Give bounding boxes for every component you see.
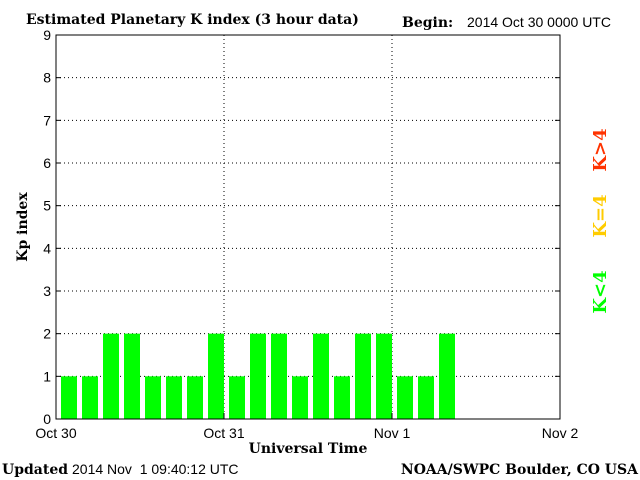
kp-bar [334, 376, 350, 419]
legend-equal-4: K=4 [590, 194, 611, 237]
x-axis-label: Universal Time [249, 441, 368, 457]
x-axis: Oct 30 Oct 31 Nov 1 Nov 2 [35, 413, 578, 441]
begin-label: Begin: [402, 15, 453, 31]
kp-bar [229, 376, 245, 419]
kp-bar [61, 376, 77, 419]
bar-series [61, 333, 455, 419]
y-tick-label: 8 [43, 70, 51, 86]
kp-bar [418, 376, 434, 419]
y-tick-label: 5 [43, 198, 51, 214]
x-tick-label: Oct 30 [35, 425, 76, 441]
kp-bar [103, 333, 119, 419]
kp-bar [292, 376, 308, 419]
kp-bar [208, 333, 224, 419]
kp-bar [313, 333, 329, 419]
y-axis-label: Kp index [15, 192, 31, 262]
y-tick-label: 2 [43, 326, 51, 342]
chart-title: Estimated Planetary K index (3 hour data… [26, 12, 359, 28]
x-tick-label: Oct 31 [203, 425, 244, 441]
y-axis: 0 1 2 3 4 5 6 7 8 9 [43, 27, 560, 427]
kp-bar [187, 376, 203, 419]
y-tick-label: 6 [43, 155, 51, 171]
updated-label: Updated [2, 462, 68, 478]
kp-bar [250, 333, 266, 419]
kp-bar [166, 376, 182, 419]
y-tick-label: 9 [43, 27, 51, 43]
legend-above-4: K>4 [590, 128, 611, 171]
x-tick-label: Nov 1 [374, 425, 411, 441]
y-tick-label: 1 [43, 368, 51, 384]
plot-frame [55, 34, 561, 420]
kp-bar [124, 333, 140, 419]
legend-below-4: K<4 [590, 270, 611, 313]
kp-bar [82, 376, 98, 419]
kp-bar [397, 376, 413, 419]
y-tick-label: 4 [43, 240, 51, 256]
y-tick-label: 0 [43, 411, 51, 427]
credit-text: NOAA/SWPC Boulder, CO USA [401, 462, 639, 478]
kp-bar [439, 333, 455, 419]
kp-bar [145, 376, 161, 419]
kp-bar [355, 333, 371, 419]
begin-value: 2014 Oct 30 0000 UTC [467, 14, 611, 30]
kp-bar [271, 333, 287, 419]
y-tick-label: 3 [43, 283, 51, 299]
x-tick-label: Nov 2 [542, 425, 579, 441]
y-tick-label: 7 [43, 112, 51, 128]
updated-value: 2014 Nov 1 09:40:12 UTC [72, 461, 239, 477]
kp-bar [376, 333, 392, 419]
